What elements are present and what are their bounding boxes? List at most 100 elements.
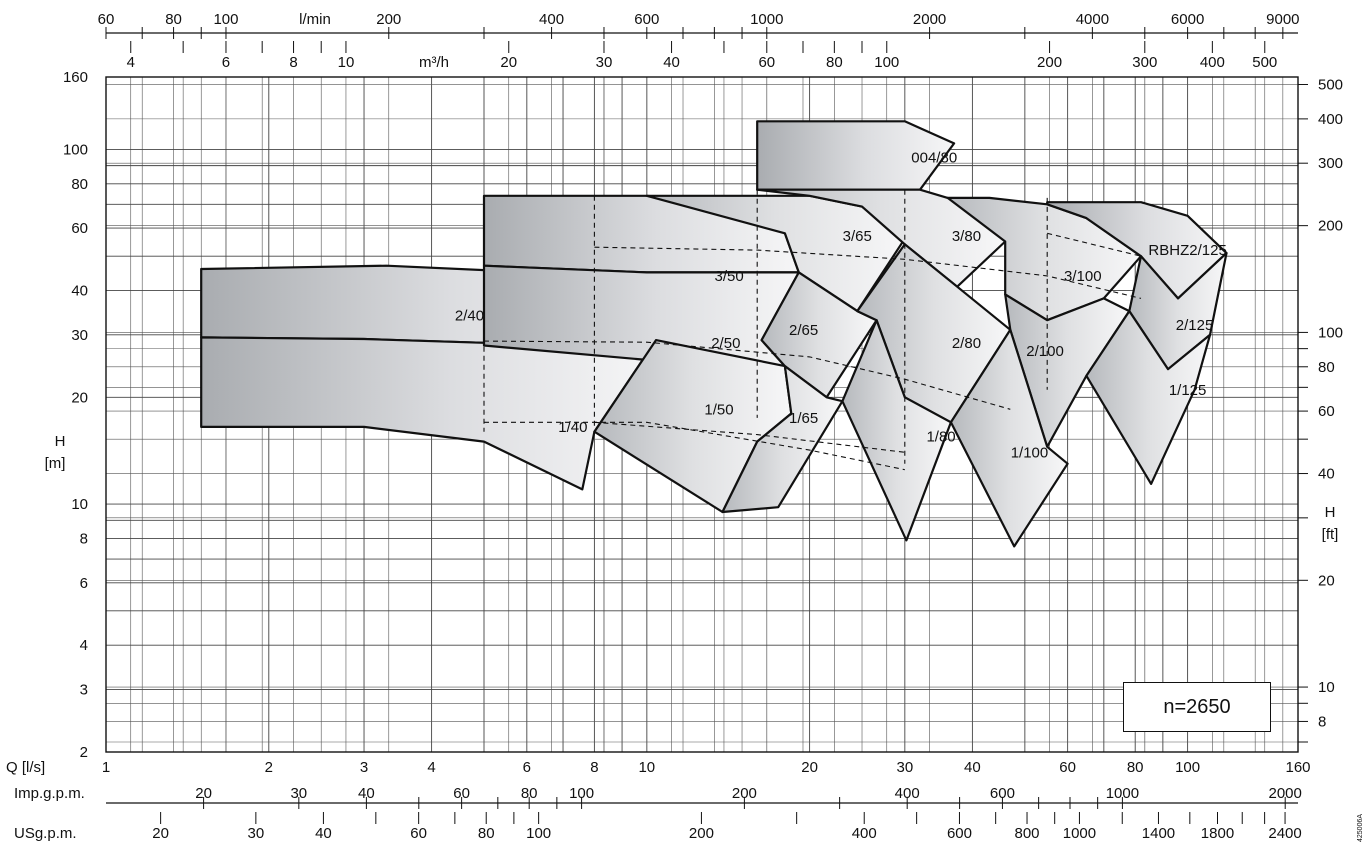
h-m-axis-label-bottom: [m]	[45, 455, 66, 472]
efficiency-boundary	[484, 421, 905, 471]
curve-label: 004/80	[911, 149, 957, 166]
speed-label: n=2650	[1163, 695, 1231, 718]
m3h-tick-label: 200	[1037, 54, 1062, 71]
usgpm-tick-label: 1000	[1063, 825, 1096, 842]
curve-label: 1/40	[558, 419, 587, 436]
efficiency-boundaries-layer	[483, 189, 1142, 471]
curve-labels-layer: 2/40 1/40 3/50 2/50 1/50 3/65 2/65 1/65 004/80 3/…	[455, 149, 1227, 461]
lmin-tick-label: 9000	[1266, 11, 1299, 28]
h-m-axis-label-top: H	[55, 433, 66, 450]
curve-label: 2/125	[1176, 317, 1214, 334]
q-tick-label: 8	[590, 759, 598, 776]
imp-tick-label: 400	[895, 785, 920, 802]
usgpm-tick-label: 400	[852, 825, 877, 842]
curve-label: 1/100	[1011, 444, 1049, 461]
curve-region-1-100	[949, 328, 1069, 548]
imp-tick-label: 2000	[1269, 785, 1302, 802]
usgpm-tick-label: 30	[248, 825, 265, 842]
usgpm-tick-label: 1400	[1142, 825, 1175, 842]
h-m-tick-label: 60	[71, 220, 88, 237]
lmin-axis-label: l/min	[299, 11, 331, 28]
lmin-tick-label: 600	[634, 11, 659, 28]
usgpm-tick-label: 2400	[1268, 825, 1301, 842]
h-m-tick-label: 30	[71, 327, 88, 344]
drawing-code: 425006A	[1357, 814, 1364, 842]
q-tick-label: 160	[1285, 759, 1310, 776]
frame-layer	[105, 76, 1299, 753]
q-tick-label: 60	[1059, 759, 1076, 776]
lmin-tick-label: 60	[98, 11, 115, 28]
h-ft-tick-label: 300	[1318, 155, 1343, 172]
curve-label: 3/80	[952, 228, 981, 245]
imp-tick-label: 100	[569, 785, 594, 802]
imp-tick-label: 1000	[1106, 785, 1139, 802]
imp-tick-label: 30	[290, 785, 307, 802]
h-m-tick-label: 40	[71, 283, 88, 300]
h-ft-tick-label: 60	[1318, 403, 1335, 420]
efficiency-boundary	[483, 340, 1011, 410]
lmin-tick-label: 80	[165, 11, 182, 28]
lmin-tick-label: 1000	[750, 11, 783, 28]
m3h-tick-label: 40	[663, 54, 680, 71]
curve-label: 2/50	[711, 335, 740, 352]
curve-label: 1/50	[704, 401, 733, 418]
curve-label: 2/80	[952, 335, 981, 352]
q-tick-label: 100	[1175, 759, 1200, 776]
m3h-tick-label: 80	[826, 54, 843, 71]
m3h-axis-label: m³/h	[419, 54, 449, 71]
usgpm-tick-label: 800	[1015, 825, 1040, 842]
q-tick-label: 4	[427, 759, 435, 776]
h-ft-axis-label-bottom: [ft]	[1322, 526, 1339, 543]
usgpm-tick-label: 40	[315, 825, 332, 842]
h-ft-tick-label: 10	[1318, 679, 1335, 696]
q-tick-label: 10	[638, 759, 655, 776]
imp-tick-label: 600	[990, 785, 1015, 802]
imp-tick-label: 80	[521, 785, 538, 802]
plot-frame	[105, 76, 1299, 753]
q-tick-label: 6	[523, 759, 531, 776]
usgpm-axis-label: USg.p.m.	[14, 825, 77, 842]
h-ft-tick-label: 400	[1318, 111, 1343, 128]
m3h-tick-label: 4	[127, 54, 135, 71]
lmin-tick-label: 400	[539, 11, 564, 28]
m3h-tick-label: 100	[874, 54, 899, 71]
usgpm-tick-label: 200	[689, 825, 714, 842]
curve-label: 3/100	[1064, 268, 1102, 285]
h-m-tick-label: 100	[63, 141, 88, 158]
m3h-tick-label: 20	[500, 54, 517, 71]
h-m-tick-label: 8	[80, 530, 88, 547]
h-ft-tick-label: 80	[1318, 359, 1335, 376]
curve-label: RBHZ2/125	[1148, 242, 1226, 259]
efficiency-boundary	[594, 246, 1142, 299]
m3h-tick-label: 300	[1132, 54, 1157, 71]
curve-label: 1/65	[789, 410, 818, 427]
imp-tick-label: 20	[195, 785, 212, 802]
h-m-tick-label: 4	[80, 637, 88, 654]
h-m-tick-label: 160	[63, 69, 88, 86]
usgpm-tick-label: 80	[478, 825, 495, 842]
lmin-tick-label: 100	[213, 11, 238, 28]
curve-label: 3/65	[843, 228, 872, 245]
curve-region-1-125	[1085, 310, 1212, 485]
q-tick-label: 30	[896, 759, 913, 776]
curve-label: 1/125	[1169, 382, 1207, 399]
efficiency-boundary	[594, 421, 905, 453]
imp-axis-label: Imp.g.p.m.	[14, 785, 85, 802]
h-ft-tick-label: 100	[1318, 324, 1343, 341]
curve-region-1-40	[200, 336, 658, 491]
h-ft-tick-label: 20	[1318, 572, 1335, 589]
q-tick-label: 3	[360, 759, 368, 776]
m3h-tick-label: 8	[289, 54, 297, 71]
imp-tick-label: 60	[453, 785, 470, 802]
usgpm-tick-label: 60	[410, 825, 427, 842]
axes-layer: 60 80 100 200 400 600 1000 2000 4000 6000 9000 l/mi…	[6, 11, 1364, 842]
h-m-tick-label: 10	[71, 496, 88, 513]
q-tick-label: 20	[801, 759, 818, 776]
m3h-tick-label: 30	[596, 54, 613, 71]
lmin-tick-label: 200	[376, 11, 401, 28]
q-tick-label: 2	[265, 759, 273, 776]
curve-label: 2/100	[1026, 343, 1064, 360]
q-tick-label: 80	[1127, 759, 1144, 776]
